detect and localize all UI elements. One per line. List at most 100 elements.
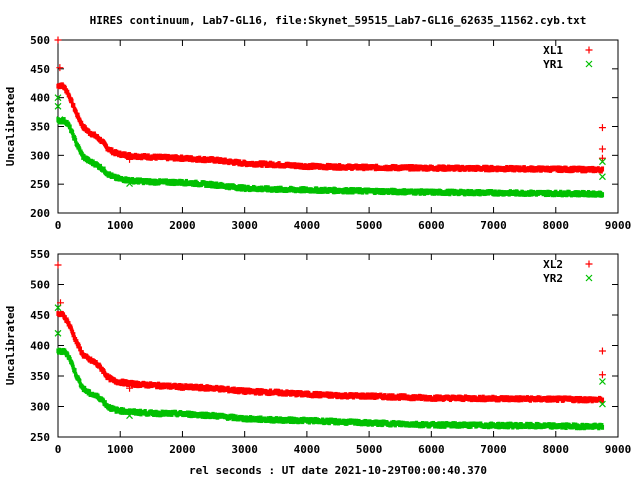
- x-tick-label: 0: [55, 443, 62, 456]
- data-point: [388, 393, 393, 399]
- data-point: [434, 397, 438, 402]
- y-tick-label: 400: [30, 92, 50, 105]
- data-point: [600, 397, 605, 403]
- data-point: [66, 89, 70, 95]
- data-point: [74, 109, 78, 115]
- data-point: [71, 364, 75, 370]
- data-point: [102, 166, 106, 172]
- x-tick-label: 2000: [169, 219, 196, 232]
- outlier-point: [54, 329, 62, 337]
- outlier-point: [54, 94, 62, 102]
- x-tick-label: 4000: [294, 443, 321, 456]
- y-tick-label: 250: [30, 431, 50, 444]
- y-tick-label: 350: [30, 121, 50, 134]
- x-tick-label: 7000: [480, 443, 507, 456]
- y-axis-label: Uncalibrated: [4, 87, 17, 166]
- x-tick-label: 6000: [418, 219, 445, 232]
- outlier-point: [599, 158, 606, 166]
- y-tick-label: 300: [30, 401, 50, 414]
- outlier-point: [126, 384, 134, 392]
- y-tick-label: 300: [30, 149, 50, 162]
- data-point: [556, 398, 560, 403]
- x-axis-label: rel seconds : UT date 2021-10-29T00:00:4…: [189, 464, 487, 477]
- data-point: [391, 393, 395, 399]
- data-point: [62, 117, 66, 122]
- data-point: [78, 378, 82, 384]
- y-tick-label: 250: [30, 178, 50, 191]
- data-point: [68, 124, 72, 130]
- legend-marker: [585, 260, 593, 268]
- outlier-point: [54, 102, 62, 110]
- data-point: [101, 398, 106, 404]
- data-point: [70, 130, 75, 135]
- x-tick-label: 5000: [356, 219, 383, 232]
- data-point: [73, 368, 77, 373]
- data-point: [133, 383, 138, 388]
- data-point: [103, 400, 107, 405]
- x-tick-label: 8000: [543, 443, 570, 456]
- y-tick-label: 500: [30, 34, 50, 47]
- x-tick-label: 9000: [605, 443, 632, 456]
- plot-frame: [57, 253, 619, 438]
- chart-title: HIRES continuum, Lab7-GL16, file:Skynet_…: [90, 14, 587, 27]
- plot-frame: [57, 39, 619, 214]
- legend-label: XL1: [543, 44, 563, 57]
- panel-bottom: 250 300 350 400 450 500 550 0 1000 2000 3000 4000 50…: [4, 248, 631, 456]
- data-point: [63, 315, 67, 320]
- data-point: [87, 389, 92, 395]
- legend-marker: [585, 46, 593, 54]
- y-tick-label: 400: [30, 340, 50, 353]
- data-point: [76, 112, 80, 118]
- outlier-point: [126, 180, 133, 188]
- outlier-point: [54, 261, 62, 269]
- data-point: [119, 407, 124, 412]
- x-tick-label: 1000: [107, 219, 134, 232]
- outlier-point: [54, 36, 62, 44]
- legend-marker: [585, 274, 593, 282]
- x-tick-label: 8000: [543, 219, 570, 232]
- data-point: [600, 192, 605, 197]
- x-tick-label: 2000: [169, 443, 196, 456]
- x-tick-label: 6000: [418, 443, 445, 456]
- legend-label: YR1: [543, 58, 563, 71]
- data-point: [110, 147, 114, 153]
- legend-marker: [585, 60, 593, 68]
- x-tick-label: 0: [55, 219, 62, 232]
- x-tick-label: 3000: [231, 443, 258, 456]
- outlier-point: [126, 155, 134, 163]
- data-point: [338, 163, 342, 168]
- outlier-point: [598, 371, 606, 379]
- series-xl2: [54, 261, 606, 404]
- outlier-point: [598, 347, 606, 355]
- outlier-point: [599, 173, 606, 181]
- data-point: [67, 321, 71, 326]
- data-point: [439, 423, 443, 429]
- data-point: [327, 420, 331, 426]
- data-point: [600, 166, 605, 172]
- outlier-point: [54, 304, 62, 312]
- outlier-point: [56, 64, 64, 72]
- y-tick-label: 350: [30, 370, 50, 383]
- x-tick-label: 7000: [480, 219, 507, 232]
- data-point: [78, 346, 83, 352]
- y-tick-label: 200: [30, 207, 50, 220]
- series-yr1: [54, 94, 606, 198]
- data-point: [121, 378, 125, 384]
- outlier-point: [598, 124, 606, 132]
- x-tick-label: 1000: [107, 443, 134, 456]
- data-point: [72, 103, 76, 108]
- legend-label: YR2: [543, 272, 563, 285]
- outlier-point: [599, 400, 606, 408]
- data-point: [119, 381, 124, 387]
- outlier-point: [126, 412, 133, 420]
- data-point: [80, 120, 84, 126]
- y-tick-label: 500: [30, 279, 50, 292]
- series-xl1: [54, 36, 606, 174]
- x-tick-label: 4000: [294, 219, 321, 232]
- y-tick-label: 450: [30, 309, 50, 322]
- data-point: [344, 187, 348, 192]
- series-yr2: [54, 304, 606, 431]
- outlier-point: [598, 154, 606, 162]
